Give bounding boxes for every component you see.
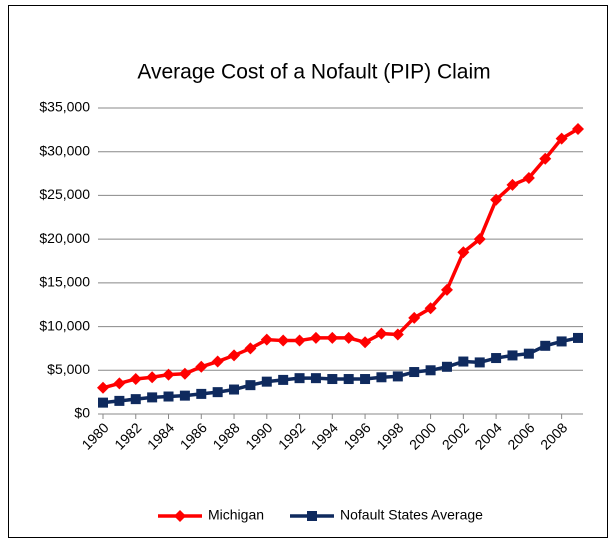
data-point [342, 331, 355, 344]
y-tick-label: $0 [74, 405, 90, 421]
data-point [360, 374, 371, 385]
data-point [491, 353, 502, 364]
data-point [539, 152, 552, 165]
data-point [195, 360, 208, 373]
legend-label: Michigan [208, 507, 264, 523]
data-point [179, 390, 190, 401]
y-tick-label: $25,000 [39, 186, 90, 202]
data-point [474, 357, 485, 368]
data-point [359, 336, 372, 349]
data-point [473, 233, 486, 246]
data-point [376, 372, 387, 383]
data-point [113, 377, 126, 390]
data-point [228, 349, 241, 362]
data-point [244, 342, 257, 355]
chart-title: Average Cost of a Nofault (PIP) Claim [137, 61, 490, 84]
data-point [375, 327, 388, 340]
data-point [309, 331, 322, 344]
data-point [129, 373, 142, 386]
data-point [556, 336, 567, 347]
data-point [146, 371, 159, 384]
data-point [163, 391, 174, 402]
data-point [540, 340, 551, 351]
data-point [130, 394, 141, 405]
y-tick-label: $30,000 [39, 142, 90, 158]
data-point [555, 132, 568, 145]
data-point [114, 395, 125, 406]
data-point [424, 302, 437, 315]
data-point [409, 367, 420, 378]
data-point [98, 397, 108, 408]
legend-marker [174, 510, 186, 522]
data-point [293, 334, 306, 347]
data-point [260, 333, 273, 346]
data-point [457, 246, 470, 259]
y-tick-label: $20,000 [39, 230, 90, 246]
data-point [229, 384, 240, 395]
data-point [261, 376, 272, 387]
data-point [327, 374, 338, 385]
y-tick-label: $15,000 [39, 274, 90, 290]
y-tick-label: $35,000 [39, 99, 90, 115]
data-point [97, 381, 109, 394]
data-point [507, 350, 518, 361]
data-point [310, 373, 321, 384]
data-point [573, 332, 583, 343]
data-point [245, 380, 256, 391]
data-point [147, 392, 158, 403]
data-point [196, 388, 207, 399]
data-point [458, 356, 469, 367]
data-point [343, 374, 354, 385]
data-point [523, 348, 534, 359]
data-point [522, 171, 535, 184]
y-tick-label: $10,000 [39, 317, 90, 333]
data-point [572, 122, 584, 135]
data-point [441, 361, 452, 372]
data-point [391, 328, 404, 341]
data-point [392, 371, 403, 382]
data-point [212, 387, 223, 398]
data-point [178, 367, 191, 380]
data-point [326, 331, 339, 344]
legend-label: Nofault States Average [340, 507, 483, 523]
data-point [490, 193, 503, 206]
data-point [440, 283, 453, 296]
y-tick-label: $5,000 [47, 361, 90, 377]
data-point [294, 373, 305, 384]
data-point [278, 374, 289, 385]
data-point [506, 178, 519, 191]
data-point [211, 355, 224, 368]
data-point [277, 334, 290, 347]
chart-border [8, 5, 608, 538]
data-point [408, 311, 421, 324]
legend-marker [307, 511, 317, 521]
data-point [425, 365, 436, 376]
data-point [162, 368, 175, 381]
